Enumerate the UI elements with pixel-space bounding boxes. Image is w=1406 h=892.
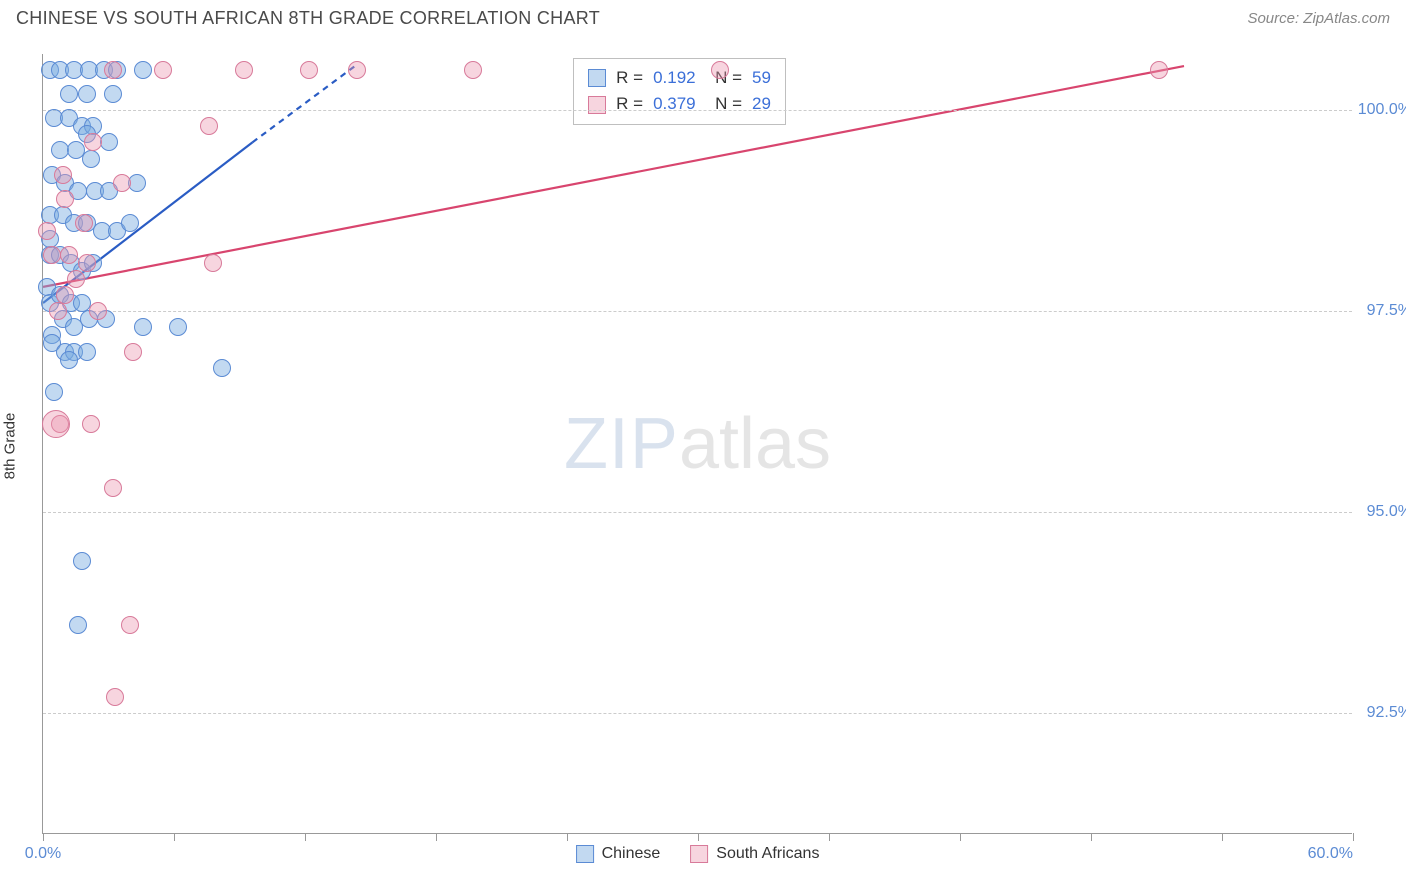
scatter-point <box>113 174 131 192</box>
scatter-point <box>60 246 78 264</box>
legend-label: South Africans <box>716 845 819 863</box>
scatter-point <box>78 343 96 361</box>
x-tick <box>1353 833 1354 841</box>
scatter-point <box>134 318 152 336</box>
scatter-point <box>78 85 96 103</box>
gridline-h <box>43 512 1352 513</box>
scatter-point <box>235 61 253 79</box>
x-tick <box>829 833 830 841</box>
legend-swatch <box>690 845 708 863</box>
x-tick <box>960 833 961 841</box>
scatter-point <box>84 133 102 151</box>
watermark: ZIPatlas <box>564 403 831 485</box>
scatter-point <box>82 415 100 433</box>
x-tick <box>174 833 175 841</box>
stats-r-value: 0.379 <box>653 91 696 117</box>
stats-n-value: 29 <box>752 91 771 117</box>
scatter-point <box>49 302 67 320</box>
y-tick-label: 92.5% <box>1367 704 1406 722</box>
stats-r-value: 0.192 <box>653 65 696 91</box>
x-tick-label: 60.0% <box>1308 845 1353 863</box>
scatter-point <box>104 85 122 103</box>
legend-item: South Africans <box>690 845 819 863</box>
gridline-h <box>43 713 1352 714</box>
scatter-point <box>106 688 124 706</box>
scatter-point <box>213 359 231 377</box>
scatter-point <box>300 61 318 79</box>
legend-label: Chinese <box>602 845 661 863</box>
scatter-point <box>60 351 78 369</box>
scatter-point <box>43 246 61 264</box>
scatter-point <box>73 552 91 570</box>
gridline-h <box>43 110 1352 111</box>
scatter-point <box>124 343 142 361</box>
chart-source: Source: ZipAtlas.com <box>1247 10 1390 27</box>
scatter-point <box>69 616 87 634</box>
watermark-zip: ZIP <box>564 404 679 484</box>
stats-r-label: R = <box>616 91 643 117</box>
legend-swatch <box>588 69 606 87</box>
scatter-point <box>121 616 139 634</box>
scatter-point <box>348 61 366 79</box>
stats-n-value: 59 <box>752 65 771 91</box>
chart-title: CHINESE VS SOUTH AFRICAN 8TH GRADE CORRE… <box>16 8 600 29</box>
scatter-point <box>38 222 56 240</box>
x-tick <box>567 833 568 841</box>
x-tick <box>698 833 699 841</box>
x-tick <box>43 833 44 841</box>
y-axis-label: 8th Grade <box>2 413 19 480</box>
legend-swatch <box>576 845 594 863</box>
scatter-point <box>75 214 93 232</box>
y-tick-label: 95.0% <box>1367 503 1406 521</box>
scatter-point <box>711 61 729 79</box>
y-tick-label: 100.0% <box>1358 101 1406 119</box>
scatter-point <box>169 318 187 336</box>
x-tick <box>305 833 306 841</box>
x-tick-label: 0.0% <box>25 845 61 863</box>
stats-legend-box: R = 0.192 N = 59R = 0.379 N = 29 <box>573 58 786 125</box>
scatter-point <box>54 166 72 184</box>
gridline-h <box>43 311 1352 312</box>
scatter-point <box>104 479 122 497</box>
x-tick <box>436 833 437 841</box>
scatter-point <box>464 61 482 79</box>
scatter-point <box>60 85 78 103</box>
scatter-point <box>67 270 85 288</box>
legend-item: Chinese <box>576 845 661 863</box>
scatter-point <box>45 383 63 401</box>
stats-n-label: N = <box>706 91 742 117</box>
scatter-point <box>121 214 139 232</box>
scatter-point <box>89 302 107 320</box>
chart-plot-area: ZIPatlas R = 0.192 N = 59R = 0.379 N = 2… <box>42 54 1352 834</box>
scatter-point <box>104 61 122 79</box>
scatter-point <box>204 254 222 272</box>
stats-r-label: R = <box>616 65 643 91</box>
scatter-point <box>200 117 218 135</box>
scatter-point <box>154 61 172 79</box>
y-tick-label: 97.5% <box>1367 302 1406 320</box>
watermark-atlas: atlas <box>679 404 831 484</box>
scatter-point <box>82 150 100 168</box>
x-tick <box>1091 833 1092 841</box>
stats-row: R = 0.379 N = 29 <box>588 91 771 117</box>
bottom-legend: Chinese South Africans <box>576 845 820 863</box>
stats-row: R = 0.192 N = 59 <box>588 65 771 91</box>
scatter-point-large <box>42 410 70 438</box>
scatter-point <box>78 254 96 272</box>
scatter-point <box>56 190 74 208</box>
scatter-point <box>1150 61 1168 79</box>
x-tick <box>1222 833 1223 841</box>
trend-lines-layer <box>43 54 1352 833</box>
scatter-point <box>134 61 152 79</box>
